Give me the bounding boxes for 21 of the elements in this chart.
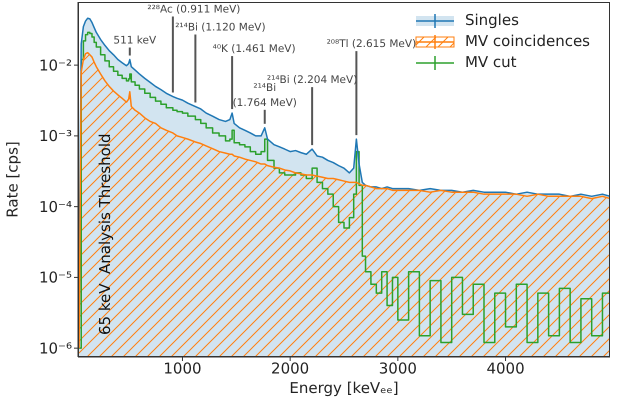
y-tick-label: 10⁻³ <box>38 127 72 146</box>
annotation: ²¹⁴Bi (1.120 MeV) <box>175 22 266 34</box>
legend-label: MV coincidences <box>464 31 590 52</box>
x-tick-label: 1000 <box>163 360 202 378</box>
x-tick-label: 4000 <box>486 360 525 378</box>
annotation: 511 keV <box>113 34 157 47</box>
x-tick-label: 2000 <box>271 360 310 378</box>
y-tick-label: 10⁻⁶ <box>38 339 72 358</box>
annotation: ⁴⁰K (1.461 MeV) <box>212 43 296 56</box>
annotation: ²⁰⁸Tl (2.615 MeV) <box>326 38 416 50</box>
y-tick-label: 10⁻⁵ <box>38 268 72 287</box>
legend-label: MV cut <box>464 52 517 73</box>
annotation: 65 keV Analysis Threshold <box>95 133 115 335</box>
annotation: ²²⁸Ac (0.911 MeV) <box>147 4 240 16</box>
peak-label: 511 keV <box>113 34 156 56</box>
legend-label: Singles <box>464 10 519 31</box>
x-tick-label: 3000 <box>378 360 417 378</box>
y-axis-title: Rate [cps] <box>3 141 22 218</box>
x-axis-title: Energy [keVₑₑ] <box>289 379 399 397</box>
y-tick-label: 10⁻⁴ <box>38 198 72 216</box>
y-tick-label: 10⁻² <box>38 56 72 74</box>
